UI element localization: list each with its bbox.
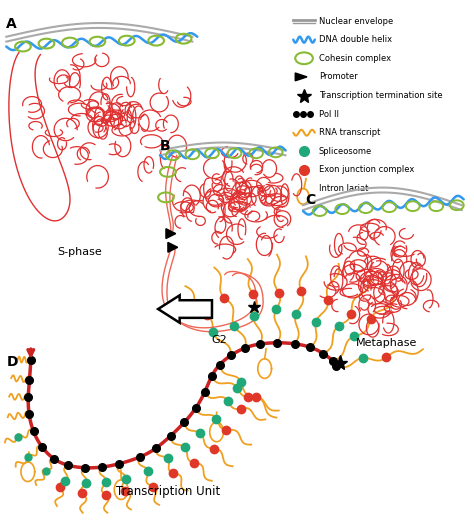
Text: Transcription Unit: Transcription Unit <box>116 485 220 498</box>
Text: Spliceosome: Spliceosome <box>319 147 372 156</box>
Text: Promoter: Promoter <box>319 73 357 82</box>
Text: G2: G2 <box>211 335 227 345</box>
Text: RNA transcript: RNA transcript <box>319 128 380 137</box>
FancyArrow shape <box>158 295 212 323</box>
Text: DNA double helix: DNA double helix <box>319 35 392 44</box>
Text: Transcription termination site: Transcription termination site <box>319 91 442 100</box>
Text: Metaphase: Metaphase <box>356 338 417 348</box>
Text: C: C <box>305 194 315 207</box>
Text: A: A <box>6 17 17 31</box>
Text: Nuclear envelope: Nuclear envelope <box>319 17 393 26</box>
Text: Cohesin complex: Cohesin complex <box>319 54 391 63</box>
Text: Pol II: Pol II <box>319 109 339 119</box>
Polygon shape <box>295 73 307 81</box>
Polygon shape <box>168 242 178 252</box>
Text: D: D <box>6 355 18 369</box>
Text: Intron lariat: Intron lariat <box>319 184 368 193</box>
Text: S-phase: S-phase <box>57 247 102 257</box>
Polygon shape <box>166 229 176 238</box>
Text: B: B <box>160 139 171 153</box>
Text: Exon junction complex: Exon junction complex <box>319 166 414 175</box>
